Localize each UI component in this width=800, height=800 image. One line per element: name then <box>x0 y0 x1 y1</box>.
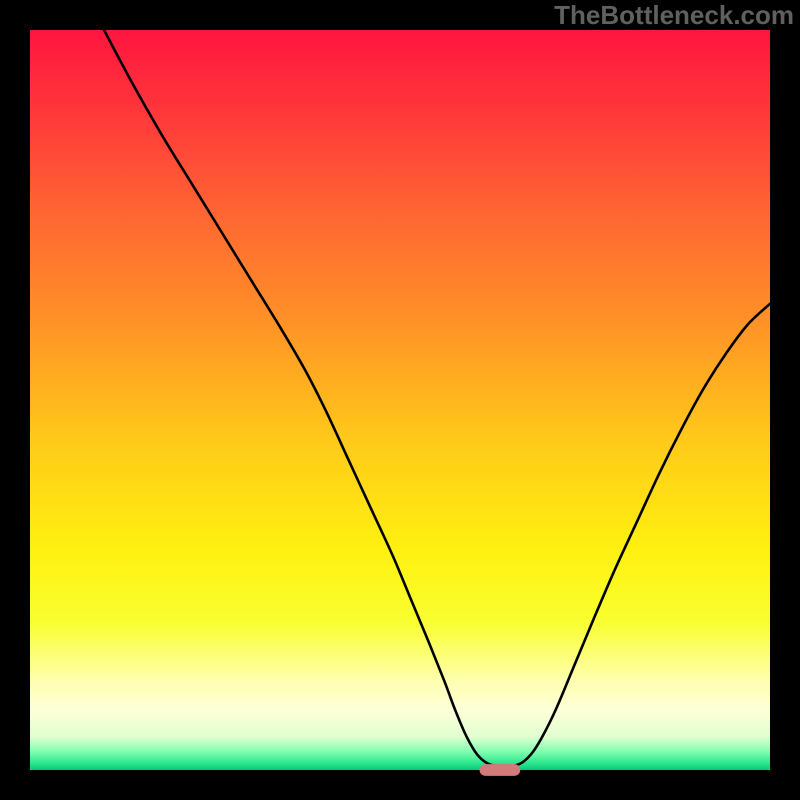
chart-stage: TheBottleneck.com <box>0 0 800 800</box>
optimum-marker <box>480 764 521 776</box>
plot-background <box>30 30 770 770</box>
bottleneck-chart <box>0 0 800 800</box>
